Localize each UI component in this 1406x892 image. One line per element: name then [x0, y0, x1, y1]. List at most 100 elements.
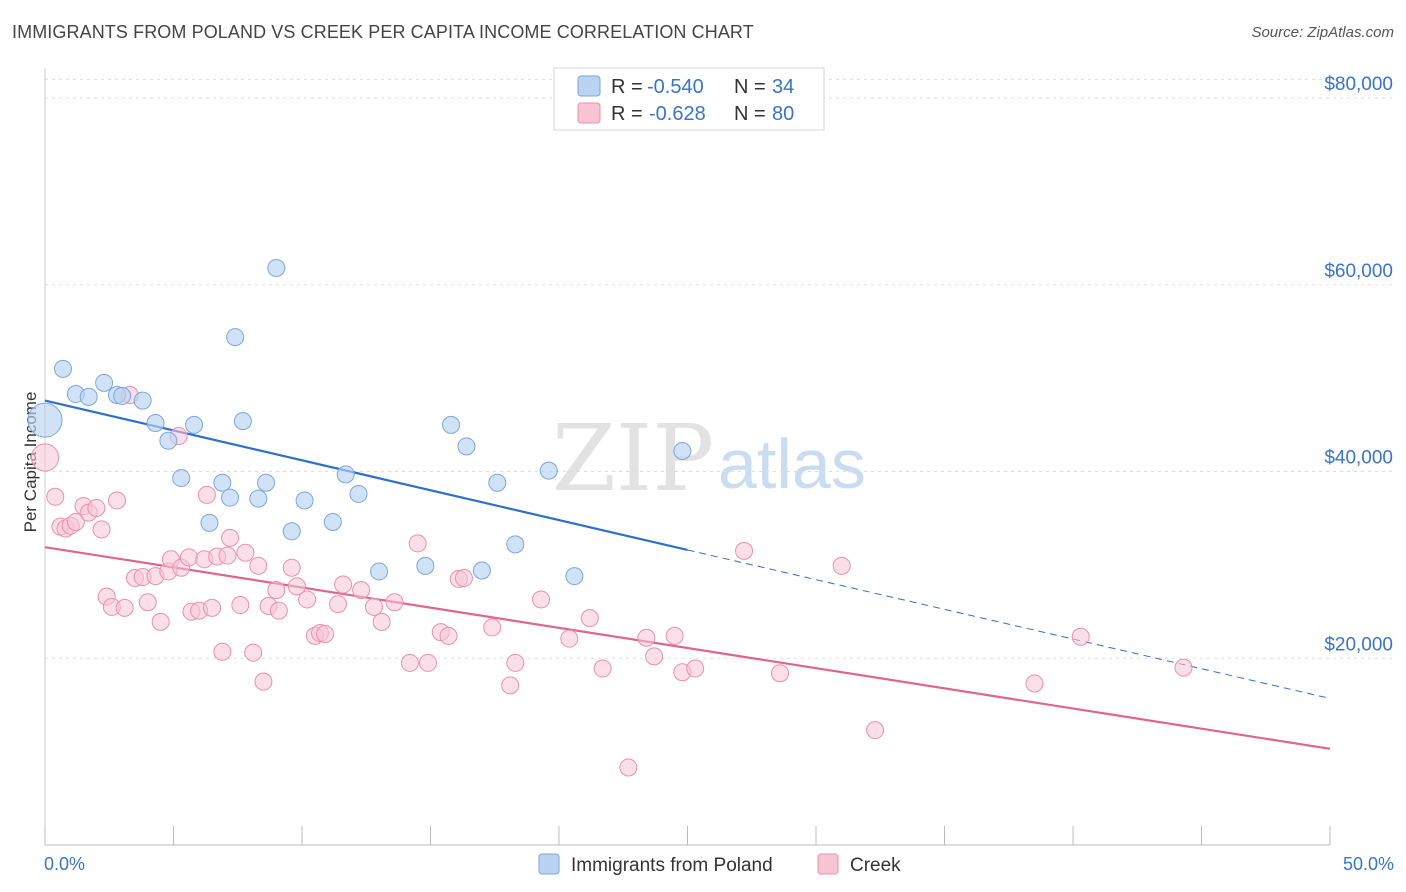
creek-point — [593, 659, 612, 678]
poland-point — [27, 402, 63, 438]
creek-point — [352, 581, 371, 600]
creek-point — [30, 443, 60, 472]
poland-point — [349, 484, 368, 503]
poland-legend-swatch — [577, 75, 601, 97]
poland-point — [221, 488, 240, 507]
creek-point — [213, 642, 232, 661]
watermark-atlas: atlas — [718, 425, 866, 503]
poland-point — [323, 512, 342, 531]
creek-point — [506, 653, 525, 672]
poland-point — [457, 437, 476, 456]
poland-point — [295, 491, 314, 510]
source-note: Source: ZipAtlas.com — [1251, 24, 1394, 41]
creek-point — [221, 528, 240, 547]
poland-point — [200, 513, 219, 532]
creek-point — [203, 598, 222, 617]
creek-point — [1071, 627, 1090, 646]
creek-point — [771, 664, 790, 683]
poland-point — [282, 522, 301, 541]
poland-points — [27, 258, 692, 586]
poland-n-label: N = — [734, 76, 766, 98]
creek-legend-swatch — [577, 102, 601, 124]
x-tick-label-min: 0.0% — [44, 854, 85, 874]
creek-point — [254, 672, 273, 691]
creek-point — [236, 543, 255, 562]
poland-point — [146, 413, 165, 432]
creek-point — [267, 581, 286, 600]
creek-point — [580, 609, 599, 628]
creek-point — [483, 618, 502, 637]
legend-creek-swatch — [817, 853, 839, 875]
creek-n-label: N = — [734, 103, 766, 125]
creek-point — [179, 548, 198, 567]
poland-r-value: -0.540 — [647, 76, 704, 98]
poland-point — [565, 567, 584, 586]
poland-point — [472, 561, 491, 580]
gridlines — [45, 78, 1394, 659]
creek-point — [866, 721, 885, 740]
series-legend: Immigrants from Poland Creek — [538, 853, 901, 876]
poland-point — [172, 469, 191, 488]
poland-point — [488, 473, 507, 492]
poland-point — [370, 562, 389, 581]
creek-point — [735, 541, 754, 560]
creek-point — [686, 659, 705, 678]
watermark-zip: ZIP — [552, 405, 714, 512]
creek-point — [372, 612, 391, 631]
poland-point — [673, 441, 692, 460]
creek-point — [560, 629, 579, 648]
creek-point — [197, 485, 216, 504]
creek-point — [115, 598, 134, 617]
creek-n-value: 80 — [772, 103, 794, 125]
creek-point — [244, 643, 263, 662]
y-tick-labels: $20,000 $40,000 $60,000 $80,000 — [1324, 74, 1393, 655]
creek-point — [46, 487, 65, 506]
poland-n-value: 34 — [772, 76, 794, 98]
creek-point — [665, 626, 684, 645]
creek-point — [282, 558, 301, 577]
poland-point — [249, 489, 268, 508]
creek-r-value: -0.628 — [649, 103, 706, 125]
poland-point — [79, 387, 98, 406]
poland-point — [416, 556, 435, 575]
creek-point — [316, 624, 335, 643]
stats-legend: R = -0.540 N = 34 R = -0.628 N = 80 — [553, 67, 825, 131]
creek-point — [439, 626, 458, 645]
creek-point — [408, 534, 427, 553]
poland-point — [113, 386, 132, 405]
poland-point — [336, 465, 355, 484]
chart-title: IMMIGRANTS FROM POLAND VS CREEK PER CAPI… — [12, 22, 754, 42]
creek-point — [249, 556, 268, 575]
creek-point — [501, 676, 520, 695]
creek-point — [832, 556, 851, 575]
creek-point — [269, 601, 288, 620]
poland-point — [133, 391, 152, 410]
x-tick-label-max: 50.0% — [1343, 854, 1394, 874]
legend-creek-label: Creek — [850, 855, 901, 876]
creek-point — [151, 612, 170, 631]
creek-point — [107, 491, 126, 510]
creek-point — [138, 593, 157, 612]
creek-point — [619, 758, 638, 777]
creek-point — [1025, 674, 1044, 693]
y-tick-label: $20,000 — [1324, 634, 1393, 655]
poland-point — [185, 415, 204, 434]
creek-point — [645, 647, 664, 666]
poland-point — [539, 461, 558, 480]
poland-point — [226, 328, 245, 347]
creek-point — [287, 577, 306, 596]
creek-point — [231, 596, 250, 615]
creek-trend-line — [44, 546, 1331, 750]
creek-point — [334, 575, 353, 594]
creek-point — [328, 595, 347, 614]
poland-r-label: R = — [611, 76, 643, 98]
poland-trend-extension — [687, 549, 1331, 699]
creek-point — [454, 568, 473, 587]
creek-point — [92, 520, 111, 539]
legend-poland-swatch — [538, 853, 560, 875]
legend-poland-label: Immigrants from Poland — [571, 855, 773, 876]
poland-point — [233, 412, 252, 431]
poland-point — [257, 473, 276, 492]
creek-point — [532, 590, 551, 609]
